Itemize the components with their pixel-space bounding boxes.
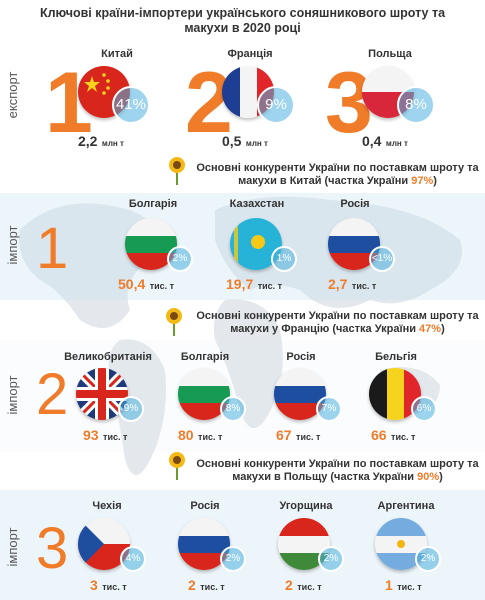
import1-country-russia: Росія [340, 198, 370, 210]
russia-flag-icon [274, 368, 326, 420]
import2-share-bulgaria: 8% [220, 396, 246, 422]
import1-share-russia: <1% [369, 246, 395, 272]
import2-volume-belgium: 66 тис. т [371, 427, 416, 443]
import1-country-kazakhstan: Казахстан [229, 198, 285, 210]
import3-volume-argentina: 1 тис. т [385, 577, 422, 593]
argentina-flag-icon [375, 518, 427, 570]
import3-country-russia: Росія [190, 500, 220, 512]
import3-country-czechia: Чехія [92, 500, 122, 512]
import3-country-hungary: Угорщина [279, 500, 333, 512]
import1-section-label: імпорт [5, 225, 20, 265]
export-volume-china: 2,2 млн т [78, 133, 124, 149]
import3-volume-hungary: 2 тис. т [285, 577, 322, 593]
import3-share-russia: 2% [220, 546, 246, 572]
import2-share-belgium: 6% [411, 396, 437, 422]
import3-share-czechia: 4% [120, 546, 146, 572]
uk-flag-icon [76, 368, 128, 420]
import2-volume-uk: 93 тис. т [83, 427, 128, 443]
export-country-poland: Польща [368, 48, 412, 60]
import2-country-uk: Великобританія [64, 351, 152, 363]
export-volume-poland: 0,4 млн т [362, 133, 408, 149]
page-title: Ключові країни-імпортери українського со… [39, 6, 446, 35]
import1-heading: Основні конкуренти України по поставкам … [196, 162, 479, 187]
import2-share-russia: 7% [316, 396, 342, 422]
import2-section-label: імпорт [5, 375, 20, 415]
export-section-label: експорт [5, 71, 20, 119]
import1-rank: 1 [36, 216, 69, 281]
import1-volume-kazakhstan: 19,7 тис. т [226, 276, 283, 292]
export-share-poland: 8% [397, 86, 435, 124]
sunflower-icon [169, 157, 185, 185]
export-share-china: 41% [112, 86, 150, 124]
import2-country-russia: Росія [286, 351, 316, 363]
import3-country-argentina: Аргентина [377, 500, 435, 512]
import2-volume-bulgaria: 80 тис. т [178, 427, 223, 443]
import3-volume-russia: 2 тис. т [188, 577, 225, 593]
import1-volume-russia: 2,7 тис. т [328, 276, 377, 292]
import2-share-uk: 9% [118, 396, 144, 422]
import2-heading: Основні конкуренти України по поставкам … [196, 310, 479, 335]
russia-flag-icon [328, 218, 380, 270]
import3-rank: 3 [36, 516, 69, 581]
import3-share-argentina: 2% [415, 546, 441, 572]
import3-heading: Основні конкуренти України по поставкам … [196, 458, 479, 483]
import1-country-bulgaria: Болгарія [128, 198, 178, 210]
bulgaria-flag-icon [125, 218, 177, 270]
hungary-flag-icon [278, 518, 330, 570]
import2-country-bulgaria: Болгарія [180, 351, 230, 363]
import1-share-bulgaria: 2% [167, 246, 193, 272]
import2-country-belgium: Бельгія [375, 351, 417, 363]
export-country-france: Франція [227, 48, 273, 60]
import3-section-label: імпорт [5, 527, 20, 567]
sunflower-icon [169, 452, 185, 480]
import1-share-kazakhstan: 1% [271, 246, 297, 272]
import3-volume-czechia: 3 тис. т [90, 577, 127, 593]
import2-volume-russia: 67 тис. т [276, 427, 321, 443]
export-country-china: Китай [101, 48, 133, 60]
russia-flag-icon [178, 518, 230, 570]
import3-share-hungary: 2% [318, 546, 344, 572]
export-volume-france: 0,5 млн т [222, 133, 268, 149]
import2-rank: 2 [36, 362, 69, 427]
bulgaria-flag-icon [178, 368, 230, 420]
sunflower-icon [166, 308, 182, 336]
import1-volume-bulgaria: 50,4 тис. т [118, 276, 175, 292]
export-share-france: 9% [257, 86, 295, 124]
